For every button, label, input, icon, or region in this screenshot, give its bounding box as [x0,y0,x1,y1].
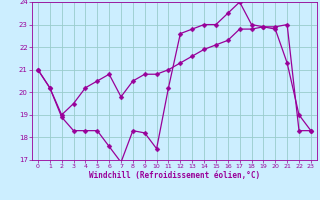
X-axis label: Windchill (Refroidissement éolien,°C): Windchill (Refroidissement éolien,°C) [89,171,260,180]
